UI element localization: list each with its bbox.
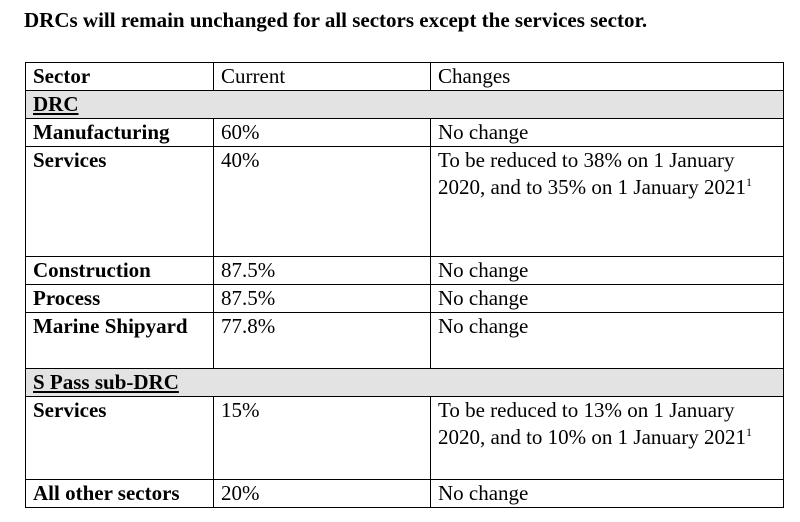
table-row: Manufacturing 60% No change [25, 118, 784, 147]
changes-cell: No change [430, 284, 784, 313]
section-label: DRC [25, 90, 784, 119]
section-row: DRC [25, 90, 784, 119]
section-label: S Pass sub-DRC [25, 368, 784, 397]
current-cell: 40% [213, 146, 431, 257]
table-row: Services 40% To be reduced to 38% on 1 Jan… [25, 146, 784, 257]
changes-cell: No change [430, 312, 784, 369]
table-row: All other sectors 20% No change [25, 479, 784, 508]
table-body: DRC Manufacturing 60% No change Services 40% T… [25, 90, 784, 508]
current-cell: 87.5% [213, 284, 431, 313]
sector-cell: Manufacturing [25, 118, 214, 147]
sector-cell: Process [25, 284, 214, 313]
current-cell: 60% [213, 118, 431, 147]
sector-cell: Services [25, 396, 214, 480]
table-row: Process 87.5% No change [25, 284, 784, 313]
current-cell: 15% [213, 396, 431, 480]
footnote-ref: 1 [745, 425, 752, 439]
sector-cell: Marine Shipyard [25, 312, 214, 369]
sector-cell: Construction [25, 256, 214, 285]
changes-text: No change [438, 481, 529, 505]
changes-text: No change [438, 120, 529, 144]
sector-cell: Services [25, 146, 214, 257]
changes-text: To be reduced to 38% on 1 January 2020, … [438, 148, 746, 199]
footnote-ref: 1 [745, 175, 752, 189]
header-cell: Changes [430, 62, 784, 91]
drc-table: Sector Current Changes DRC Manufacturing 6… [25, 62, 784, 508]
changes-text: To be reduced to 13% on 1 January 2020, … [438, 398, 746, 449]
changes-text: No change [438, 286, 529, 310]
sector-cell: All other sectors [25, 479, 214, 508]
changes-cell: No change [430, 256, 784, 285]
header-cell: Current [213, 62, 431, 91]
table-row: Services 15% To be reduced to 13% on 1 Jan… [25, 396, 784, 480]
changes-cell: To be reduced to 38% on 1 January 2020, … [430, 146, 784, 257]
header-row: Sector Current Changes [25, 62, 784, 91]
current-cell: 77.8% [213, 312, 431, 369]
header-cell: Sector [25, 62, 214, 91]
table-row: Marine Shipyard 77.8% No change [25, 312, 784, 369]
current-cell: 20% [213, 479, 431, 508]
changes-text: No change [438, 258, 529, 282]
title: DRCs will remain unchanged for all secto… [24, 8, 648, 32]
section-row: S Pass sub-DRC [25, 368, 784, 397]
changes-text: No change [438, 314, 529, 338]
current-cell: 87.5% [213, 256, 431, 285]
table-row: Construction 87.5% No change [25, 256, 784, 285]
changes-cell: To be reduced to 13% on 1 January 2020, … [430, 396, 784, 480]
changes-cell: No change [430, 118, 784, 147]
changes-cell: No change [430, 479, 784, 508]
